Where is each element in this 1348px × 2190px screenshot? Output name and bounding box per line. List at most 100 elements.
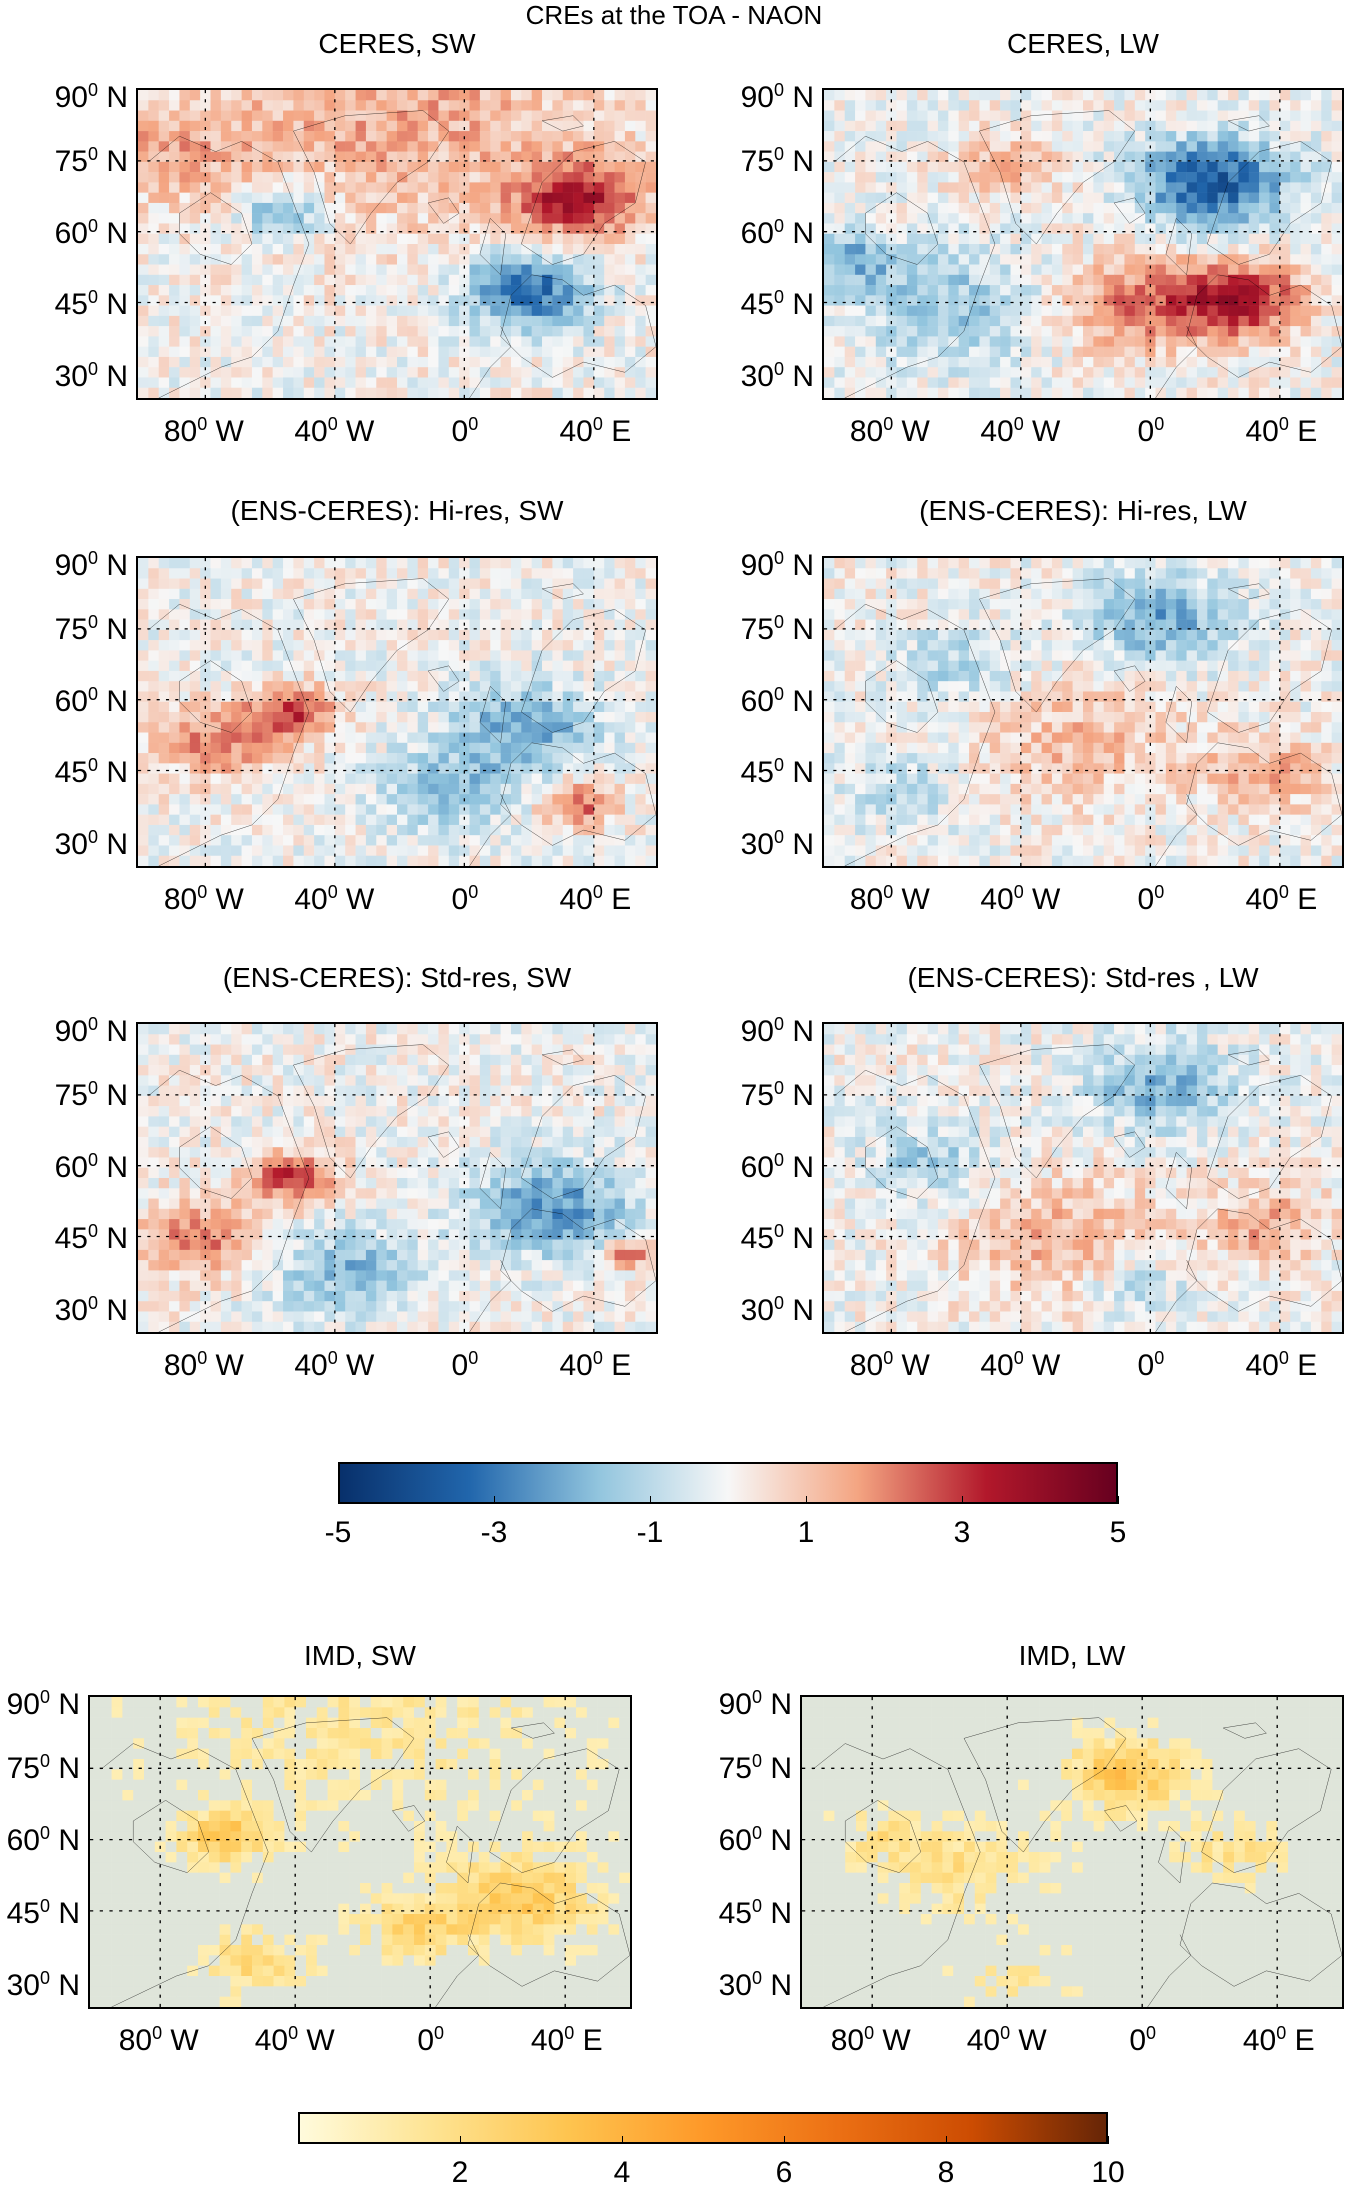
grid-cell [293,141,304,152]
grid-cell [1156,558,1167,569]
grid-cell [979,285,990,296]
grid-cell [490,316,501,327]
grid-cell [159,825,170,836]
grid-cell [959,90,970,101]
grid-cell [1114,316,1125,327]
grid-cell [1332,244,1342,255]
grid-cell [938,265,949,276]
grid-cell [521,845,532,856]
grid-cell [1280,162,1291,173]
grid-cell [897,599,908,610]
grid-cell [1021,306,1032,317]
grid-cell [418,234,429,245]
grid-cell [959,275,970,286]
grid-cell [148,630,159,641]
grid-cell [179,609,190,620]
grid-cell [356,856,367,866]
grid-cell [221,825,232,836]
grid-cell [242,650,253,661]
grid-cell [1269,213,1280,224]
grid-cell [521,347,532,358]
grid-cell [532,367,543,378]
grid-cell [521,244,532,255]
grid-cell [1321,234,1332,245]
grid-cell [1073,295,1084,306]
grid-cell [573,845,584,856]
grid-cell [1332,100,1342,111]
grid-cell [969,90,980,101]
field-hires-lw [824,558,1342,866]
grid-cell [407,825,418,836]
grid-cell [1311,367,1322,378]
grid-cell [1062,172,1073,183]
grid-cell [459,630,470,641]
grid-cell [138,661,149,672]
grid-cell [273,213,284,224]
grid-cell [1249,306,1260,317]
grid-cell [855,640,866,651]
grid-cell [438,753,449,764]
grid-cell [1259,244,1270,255]
grid-cell [387,275,398,286]
grid-cell [573,763,584,774]
grid-cell [1000,558,1011,569]
grid-cell [314,275,325,286]
grid-cell [1207,172,1218,183]
grid-cell [646,254,656,265]
grid-cell [948,388,959,398]
grid-cell [148,661,159,672]
grid-cell [1166,100,1177,111]
grid-cell [324,388,335,398]
grid-cell [552,357,563,368]
grid-cell [1311,213,1322,224]
grid-cell [876,589,887,600]
grid-cell [335,265,346,276]
grid-cell [635,753,646,764]
grid-cell [252,306,263,317]
grid-cell [252,121,263,132]
grid-cell [211,794,222,805]
grid-cell [283,609,294,620]
grid-cell [438,794,449,805]
grid-cell [418,568,429,579]
grid-cell [304,743,315,754]
grid-cell [242,336,253,347]
grid-cell [604,100,615,111]
grid-cell [845,388,856,398]
grid-cell [1269,367,1280,378]
grid-cell [990,620,1001,631]
grid-cell [335,141,346,152]
grid-cell [1259,589,1270,600]
grid-cell [1249,336,1260,347]
grid-cell [1156,223,1167,234]
grid-cell [459,815,470,826]
grid-cell [959,579,970,590]
grid-cell [314,326,325,337]
grid-cell [1218,172,1229,183]
grid-cell [273,589,284,600]
grid-cell [387,589,398,600]
grid-cell [366,265,377,276]
grid-cell [532,558,543,569]
grid-cell [1114,265,1125,276]
grid-cell [376,357,387,368]
grid-cell [969,111,980,122]
grid-cell [1052,306,1063,317]
grid-cell [635,377,646,388]
grid-cell [252,100,263,111]
grid-cell [552,825,563,836]
grid-cell [1176,172,1187,183]
grid-cell [262,599,273,610]
grid-cell [138,203,149,214]
grid-cell [397,131,408,142]
grid-cell [615,630,626,641]
grid-cell [563,234,574,245]
grid-cell [428,712,439,723]
grid-cell [190,558,201,569]
grid-cell [635,691,646,702]
grid-cell [356,90,367,101]
grid-cell [376,234,387,245]
grid-cell [179,661,190,672]
grid-cell [480,131,491,142]
grid-cell [1259,306,1270,317]
